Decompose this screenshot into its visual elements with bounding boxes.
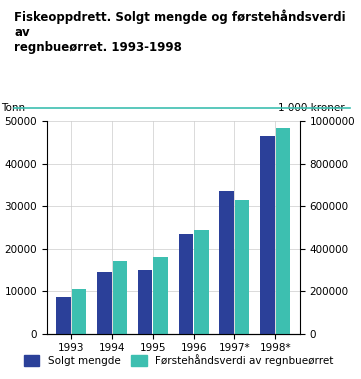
Bar: [97, 272, 112, 334]
Bar: [194, 230, 209, 334]
Text: Tonn: Tonn: [1, 103, 26, 113]
Legend: Solgt mengde, Førstehåndsverdi av regnbueørret: Solgt mengde, Førstehåndsverdi av regnbu…: [19, 350, 338, 370]
Bar: [153, 257, 168, 334]
Bar: [56, 298, 71, 334]
Bar: [219, 191, 234, 334]
Bar: [260, 136, 275, 334]
Bar: [275, 128, 290, 334]
Bar: [113, 262, 127, 334]
Text: Fiskeoppdrett. Solgt mengde og førstehåndsverdi av
regnbueørret. 1993-1998: Fiskeoppdrett. Solgt mengde og førstehån…: [14, 9, 346, 54]
Text: 1 000 kroner: 1 000 kroner: [278, 103, 345, 113]
Bar: [72, 289, 87, 334]
Bar: [138, 270, 152, 334]
Bar: [235, 200, 249, 334]
Bar: [179, 234, 193, 334]
